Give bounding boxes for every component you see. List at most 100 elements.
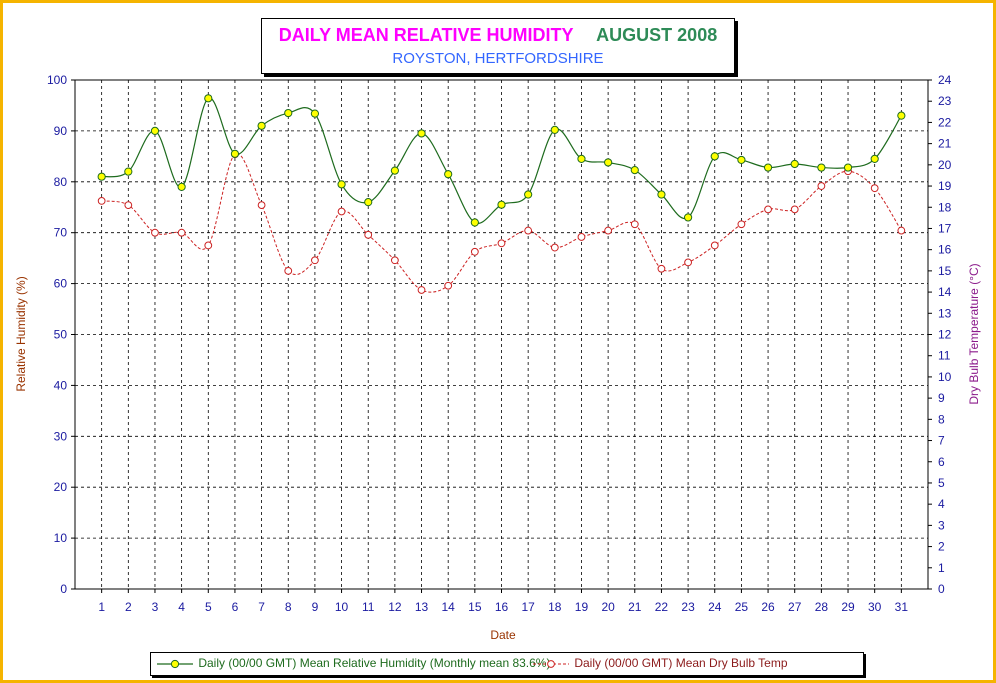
x-tick-label: 18 bbox=[548, 600, 562, 614]
y-tick-label-right: 18 bbox=[938, 200, 952, 214]
y-tick-label-right: 0 bbox=[938, 582, 945, 596]
temp-data-point bbox=[737, 220, 746, 229]
rh-data-point bbox=[657, 190, 666, 199]
y-tick-label-right: 16 bbox=[938, 243, 952, 257]
temp-data-point bbox=[364, 230, 373, 239]
rh-data-point bbox=[177, 182, 186, 191]
chart-title-period: AUGUST 2008 bbox=[596, 25, 718, 45]
chart-subtitle: ROYSTON, HERTFORDSHIRE bbox=[392, 50, 604, 67]
rh-data-point bbox=[470, 218, 479, 227]
y-axis-title-right: Dry Bulb Temperature (°C) bbox=[967, 263, 981, 404]
legend-rh-label: Daily (00/00 GMT) Mean Relative Humidity… bbox=[198, 656, 551, 670]
rh-data-point bbox=[763, 163, 773, 172]
x-tick-label: 21 bbox=[628, 600, 642, 614]
temp-data-point bbox=[577, 233, 586, 241]
chart-title-main: DAILY MEAN RELATIVE HUMIDITY bbox=[278, 25, 574, 45]
legend-rh-line-icon bbox=[157, 659, 193, 668]
rh-data-point bbox=[817, 163, 826, 172]
y-tick-label-left: 80 bbox=[54, 175, 68, 189]
temp-data-point bbox=[124, 201, 133, 210]
temp-data-point bbox=[710, 241, 719, 250]
temp-data-point bbox=[524, 226, 533, 235]
y-tick-label-right: 3 bbox=[938, 518, 945, 532]
temp-data-point bbox=[151, 228, 159, 237]
temp-data-point bbox=[177, 228, 186, 237]
legend-temp-line-icon bbox=[533, 659, 569, 668]
y-tick-label-left: 30 bbox=[54, 429, 68, 443]
x-tick-label: 20 bbox=[601, 600, 615, 614]
x-tick-label: 1 bbox=[98, 600, 105, 614]
y-tick-label-left: 60 bbox=[54, 277, 68, 291]
rh-data-point bbox=[230, 149, 240, 158]
axes bbox=[71, 79, 932, 593]
rh-data-point bbox=[444, 170, 453, 179]
x-tick-label: 13 bbox=[415, 600, 429, 614]
x-tick-label: 5 bbox=[205, 600, 212, 614]
temp-data-point bbox=[897, 226, 906, 235]
y-tick-label-right: 1 bbox=[938, 561, 945, 575]
y-tick-label-left: 100 bbox=[47, 73, 67, 87]
x-tick-label: 22 bbox=[655, 600, 669, 614]
temp-series-line bbox=[101, 153, 902, 293]
rh-data-point bbox=[870, 154, 879, 163]
rh-data-point bbox=[284, 108, 293, 118]
y-tick-label-right: 8 bbox=[938, 412, 945, 426]
temp-data-point bbox=[604, 226, 613, 235]
x-tick-label: 10 bbox=[335, 600, 349, 614]
x-tick-label: 16 bbox=[495, 600, 509, 614]
y-tick-label-right: 5 bbox=[938, 476, 945, 490]
y-tick-label-right: 20 bbox=[938, 158, 952, 172]
legend-temp-label: Daily (00/00 GMT) Mean Dry Bulb Temp bbox=[574, 656, 788, 670]
chart-title: DAILY MEAN RELATIVE HUMIDITY AUGUST 2008 bbox=[262, 25, 734, 46]
temp-data-point bbox=[337, 207, 346, 216]
x-tick-label: 12 bbox=[388, 600, 402, 614]
temp-data-point bbox=[390, 256, 399, 265]
x-tick-label: 6 bbox=[232, 600, 239, 614]
y-axis-title-left: Relative Humidity (%) bbox=[14, 276, 28, 391]
rh-data-point bbox=[390, 166, 399, 175]
y-tick-label-right: 21 bbox=[938, 137, 952, 151]
x-tick-label: 3 bbox=[152, 600, 159, 614]
temp-data-point bbox=[417, 286, 426, 294]
temp-data-point bbox=[97, 196, 106, 205]
x-tick-label: 25 bbox=[735, 600, 749, 614]
temp-data-point bbox=[497, 239, 506, 248]
x-tick-label: 8 bbox=[285, 600, 292, 614]
y-tick-label-left: 90 bbox=[54, 124, 68, 138]
x-tick-label: 4 bbox=[178, 600, 185, 614]
y-tick-label-right: 14 bbox=[938, 285, 952, 299]
rh-data-point bbox=[630, 165, 639, 175]
y-tick-label-right: 22 bbox=[938, 115, 952, 129]
rh-data-point bbox=[897, 111, 906, 120]
temp-data-point bbox=[204, 241, 213, 250]
temp-data-point bbox=[657, 264, 666, 273]
y-tick-label-right: 12 bbox=[938, 328, 952, 342]
y-tick-label-left: 70 bbox=[54, 226, 68, 240]
x-tick-label: 7 bbox=[258, 600, 265, 614]
rh-data-point bbox=[524, 190, 533, 199]
rh-data-point bbox=[683, 213, 693, 222]
temp-data-point bbox=[311, 256, 319, 265]
y-tick-label-right: 7 bbox=[938, 434, 945, 448]
rh-data-point bbox=[497, 200, 506, 209]
temp-data-point bbox=[470, 247, 479, 256]
rh-data-point bbox=[364, 198, 373, 207]
x-tick-label: 9 bbox=[312, 600, 319, 614]
x-tick-label: 30 bbox=[868, 600, 882, 614]
y-tick-label-left: 40 bbox=[54, 378, 68, 392]
rh-data-point bbox=[790, 159, 799, 169]
x-tick-label: 11 bbox=[362, 600, 375, 614]
temp-data-point bbox=[817, 182, 826, 190]
y-tick-label-right: 19 bbox=[938, 179, 952, 193]
x-tick-label: 29 bbox=[841, 600, 855, 614]
y-tick-label-right: 4 bbox=[938, 497, 945, 511]
rh-data-point bbox=[204, 94, 213, 103]
x-tick-label: 28 bbox=[815, 600, 829, 614]
tick-labels: 0102030405060708090100012345678910111213… bbox=[47, 73, 952, 614]
temp-data-point bbox=[444, 281, 453, 290]
x-tick-label: 27 bbox=[788, 600, 802, 614]
rh-data-point bbox=[124, 167, 133, 176]
y-tick-label-right: 24 bbox=[938, 73, 952, 87]
chart-title-box: DAILY MEAN RELATIVE HUMIDITY AUGUST 2008… bbox=[261, 18, 735, 74]
